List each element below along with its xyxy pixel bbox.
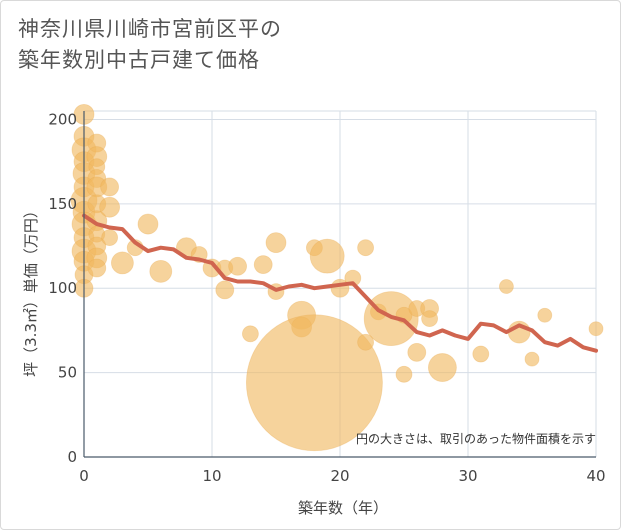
data-bubble xyxy=(421,310,439,328)
data-bubble xyxy=(588,321,604,337)
x-tick-label: 10 xyxy=(202,467,221,485)
axes xyxy=(83,111,596,458)
data-bubble xyxy=(537,307,553,323)
data-bubble xyxy=(149,259,173,283)
data-bubble xyxy=(427,353,457,382)
grid-lines xyxy=(84,110,597,457)
y-tick-label: 0 xyxy=(67,448,77,466)
data-bubble xyxy=(357,239,375,257)
data-bubble xyxy=(100,177,119,197)
data-bubble xyxy=(357,333,375,351)
bubble-series xyxy=(70,103,604,452)
chart-title-line-1: 神奈川県川崎市宮前区平の xyxy=(18,17,282,41)
data-bubble xyxy=(245,314,383,452)
data-bubble xyxy=(395,365,413,383)
data-bubble xyxy=(87,258,107,278)
y-tick-labels: 0 50 100 150 200 xyxy=(48,110,77,466)
y-tick-label: 150 xyxy=(48,195,77,213)
y-tick-label: 50 xyxy=(58,364,77,382)
chart-title: 神奈川県川崎市宮前区平の 築年数別中古戸建て価格 xyxy=(18,14,282,76)
data-bubble xyxy=(228,256,248,276)
chart-title-line-2: 築年数別中古戸建て価格 xyxy=(18,48,260,72)
x-axis-title: 築年数（年） xyxy=(298,499,388,517)
x-tick-labels: 0 10 20 30 40 xyxy=(79,467,605,485)
data-bubble xyxy=(253,255,273,274)
data-bubble xyxy=(407,342,427,362)
x-tick-label: 40 xyxy=(586,467,605,485)
data-bubble xyxy=(498,279,514,294)
x-tick-label: 20 xyxy=(330,467,349,485)
x-tick-label: 0 xyxy=(79,467,89,485)
data-bubble xyxy=(241,325,259,343)
data-bubble xyxy=(101,229,118,246)
data-bubble xyxy=(99,196,120,218)
data-bubble xyxy=(265,232,287,254)
data-bubble xyxy=(472,345,490,363)
y-tick-label: 200 xyxy=(48,110,77,128)
data-bubble xyxy=(137,213,159,235)
trend-line xyxy=(82,213,598,353)
data-bubble xyxy=(309,238,345,274)
bubble-size-note: 円の大きさは、取引のあった物件面積を示す xyxy=(356,431,596,446)
y-tick-label: 100 xyxy=(48,279,77,297)
x-tick-label: 30 xyxy=(458,467,477,485)
data-bubble xyxy=(111,251,134,275)
data-bubble xyxy=(524,351,540,367)
y-axis-title: 坪（3.3㎡）単価（万円） xyxy=(22,203,40,377)
data-bubble xyxy=(215,280,235,300)
